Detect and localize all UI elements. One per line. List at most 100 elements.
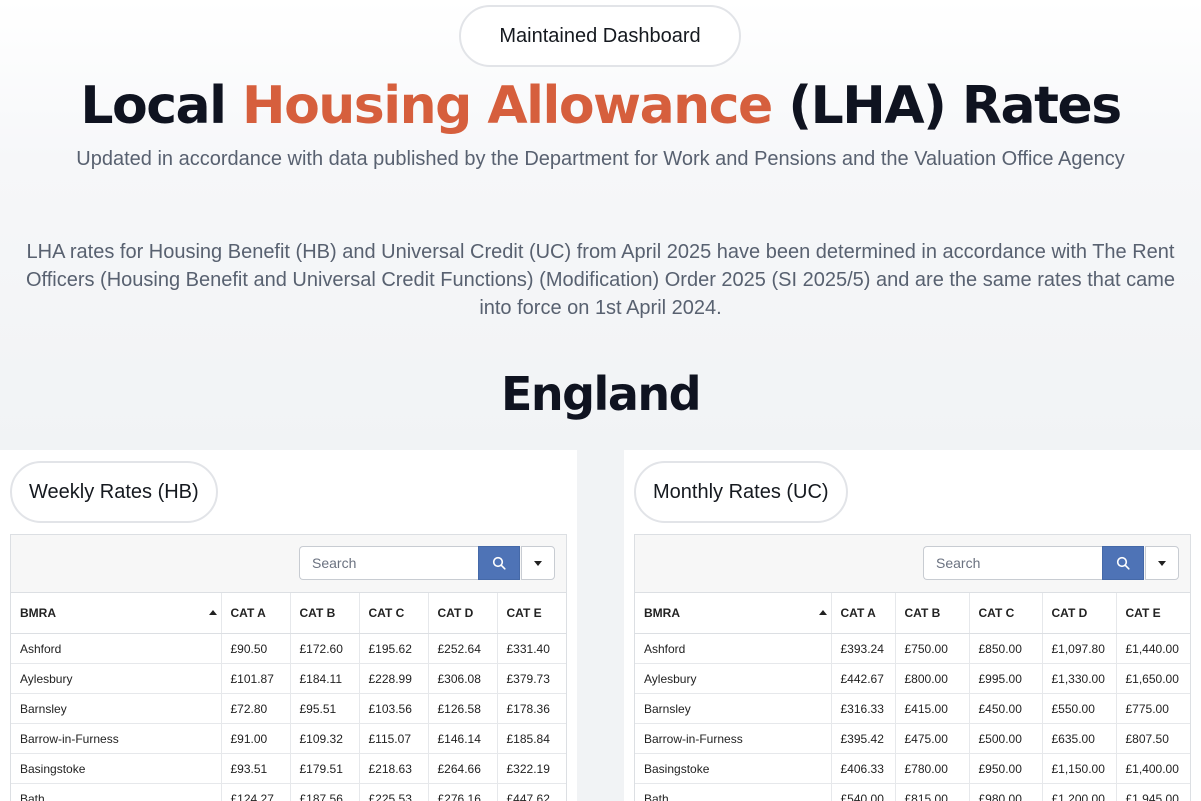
monthly-table-body: Ashford £393.24 £750.00 £850.00 £1,097.80 £1,… [635,633,1190,801]
title-suffix: (LHA) Rates [771,76,1122,136]
rate-cell: £172.60 [289,633,359,664]
rate-cell: £780.00 [894,753,969,784]
rate-cell: £306.08 [427,663,497,694]
title-accent: Housing Allowance [242,76,773,136]
rate-cell: £101.87 [220,663,290,694]
caret-down-icon [534,560,542,566]
bmra-cell: Barnsley [11,693,221,724]
column-header-cat-c[interactable]: CAT C [358,593,428,634]
monthly-rates-panel: Monthly Rates (UC) BMRA CAT A CAT B CA [624,450,1201,801]
rate-cell: £72.80 [220,693,290,724]
rate-cell: £995.00 [968,663,1042,694]
monthly-search-button[interactable] [1102,546,1144,580]
column-header-cat-e[interactable]: CAT E [496,593,566,634]
rate-cell: £1,200.00 [1041,783,1116,801]
rate-cell: £807.50 [1115,723,1190,754]
rate-cell: £331.40 [496,633,566,664]
table-row[interactable]: Barrow-in-Furness £91.00 £109.32 £115.07 £14… [11,723,566,754]
weekly-rates-table-container: BMRA CAT A CAT B CAT C CAT D CAT E Ashfo… [10,534,567,801]
rate-cell: £500.00 [968,723,1042,754]
maintained-dashboard-badge[interactable]: Maintained Dashboard [459,5,741,67]
table-header-row: BMRA CAT A CAT B CAT C CAT D CAT E [11,593,566,634]
rate-cell: £228.99 [358,663,428,694]
page-subtitle: Updated in accordance with data publishe… [76,148,1125,170]
rate-cell: £450.00 [968,693,1042,724]
bmra-cell: Basingstoke [11,753,221,784]
column-header-cat-b[interactable]: CAT B [289,593,359,634]
weekly-rates-title: Weekly Rates (HB) [10,461,218,523]
rate-cell: £276.16 [427,783,497,801]
weekly-search-input[interactable] [299,546,478,580]
table-row[interactable]: Basingstoke £93.51 £179.51 £218.63 £264.66 £3… [11,753,566,784]
weekly-table-body: Ashford £90.50 £172.60 £195.62 £252.64 £331.4… [11,633,566,801]
rate-cell: £635.00 [1041,723,1116,754]
table-row[interactable]: Bath £540.00 £815.00 £980.00 £1,200.00 £1,945… [635,783,1190,801]
weekly-table-toolbar [11,535,566,593]
table-row[interactable]: Basingstoke £406.33 £780.00 £950.00 £1,150.0… [635,753,1190,784]
rate-cell: £179.51 [289,753,359,784]
table-row[interactable]: Aylesbury £101.87 £184.11 £228.99 £306.08 £37… [11,663,566,694]
rate-cell: £475.00 [894,723,969,754]
table-row[interactable]: Bath £124.27 £187.56 £225.53 £276.16 £447.62 [11,783,566,801]
monthly-rates-title: Monthly Rates (UC) [634,461,848,523]
monthly-rates-table-container: BMRA CAT A CAT B CAT C CAT D CAT E Ashfo… [634,534,1191,801]
monthly-search-group [923,546,1179,580]
title-prefix: Local [80,76,243,136]
rate-cell: £540.00 [830,783,895,801]
table-row[interactable]: Barrow-in-Furness £395.42 £475.00 £500.00 £6… [635,723,1190,754]
table-row[interactable]: Barnsley £72.80 £95.51 £103.56 £126.58 £178.3… [11,693,566,724]
region-heading: England [500,367,702,421]
rate-cell: £91.00 [220,723,290,754]
table-row[interactable]: Ashford £393.24 £750.00 £850.00 £1,097.80 £1,… [635,633,1190,664]
rate-cell: £980.00 [968,783,1042,801]
rate-cell: £195.62 [358,633,428,664]
column-header-cat-a[interactable]: CAT A [220,593,290,634]
rate-cell: £115.07 [358,723,428,754]
monthly-rates-table: BMRA CAT A CAT B CAT C CAT D CAT E Ashfo… [635,593,1190,801]
column-header-cat-e[interactable]: CAT E [1115,593,1190,634]
bmra-cell: Barnsley [635,693,831,724]
bmra-cell: Bath [11,783,221,801]
column-header-cat-d[interactable]: CAT D [1041,593,1116,634]
table-row[interactable]: Aylesbury £442.67 £800.00 £995.00 £1,330.00 £… [635,663,1190,694]
rate-cell: £185.84 [496,723,566,754]
search-icon [1116,556,1130,570]
weekly-search-button[interactable] [478,546,520,580]
monthly-search-input[interactable] [923,546,1102,580]
bmra-cell: Barrow-in-Furness [635,723,831,754]
rate-cell: £406.33 [830,753,895,784]
monthly-table-toolbar [635,535,1190,593]
weekly-rates-panel: Weekly Rates (HB) BMRA CAT A CAT B CAT [0,450,577,801]
rate-cell: £1,097.80 [1041,633,1116,664]
rate-cell: £393.24 [830,633,895,664]
caret-down-icon [1158,560,1166,566]
bmra-cell: Basingstoke [635,753,831,784]
rate-cell: £178.36 [496,693,566,724]
rate-cell: £109.32 [289,723,359,754]
rate-cell: £950.00 [968,753,1042,784]
rate-cell: £1,400.00 [1115,753,1190,784]
column-header-label: BMRA [20,606,56,620]
monthly-columns-dropdown-button[interactable] [1145,546,1179,580]
table-header-row: BMRA CAT A CAT B CAT C CAT D CAT E [635,593,1190,634]
rate-cell: £1,330.00 [1041,663,1116,694]
column-header-cat-d[interactable]: CAT D [427,593,497,634]
table-row[interactable]: Barnsley £316.33 £415.00 £450.00 £550.00 £775… [635,693,1190,724]
column-header-cat-a[interactable]: CAT A [830,593,895,634]
column-header-cat-c[interactable]: CAT C [968,593,1042,634]
rate-cell: £322.19 [496,753,566,784]
bmra-cell: Barrow-in-Furness [11,723,221,754]
rate-cell: £550.00 [1041,693,1116,724]
column-header-bmra[interactable]: BMRA [635,593,831,634]
rate-cell: £316.33 [830,693,895,724]
bmra-cell: Ashford [11,633,221,664]
weekly-columns-dropdown-button[interactable] [521,546,555,580]
rate-cell: £775.00 [1115,693,1190,724]
rate-cell: £93.51 [220,753,290,784]
rate-cell: £90.50 [220,633,290,664]
table-row[interactable]: Ashford £90.50 £172.60 £195.62 £252.64 £331.4… [11,633,566,664]
rate-cell: £184.11 [289,663,359,694]
column-header-cat-b[interactable]: CAT B [894,593,969,634]
column-header-bmra[interactable]: BMRA [11,593,221,634]
bmra-cell: Aylesbury [635,663,831,694]
